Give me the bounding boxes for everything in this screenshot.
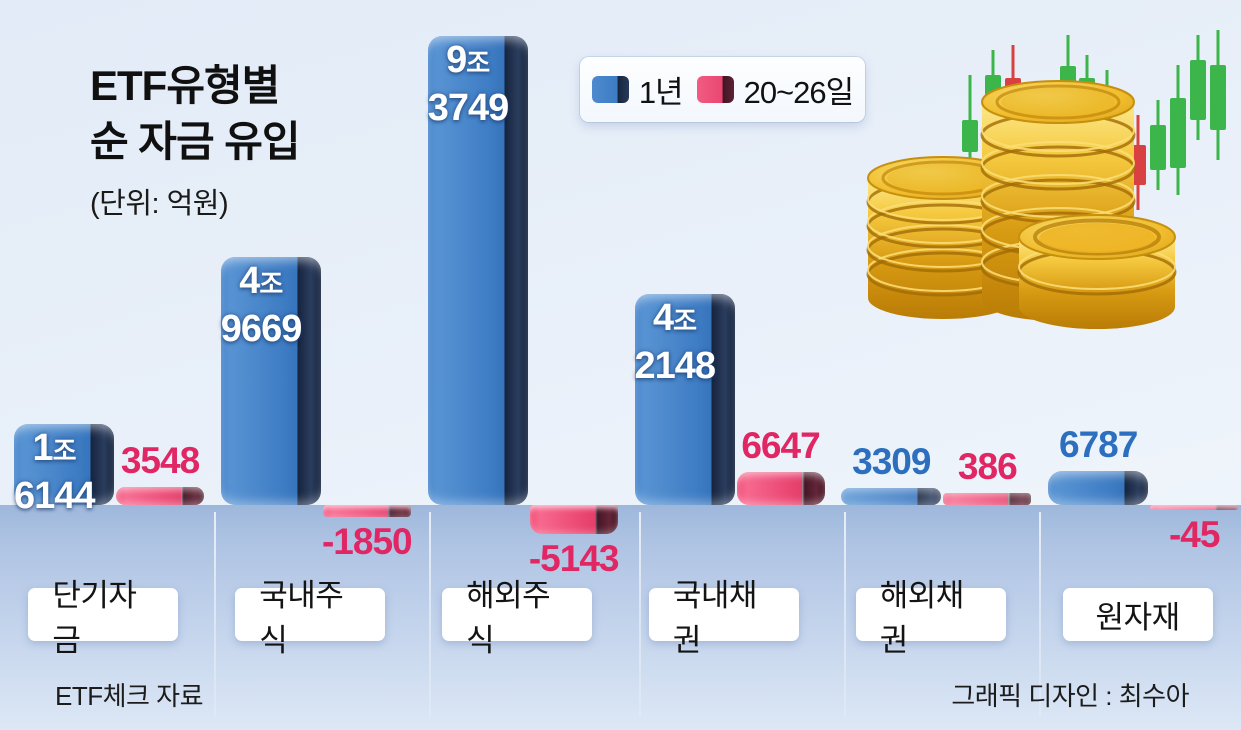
coins-candlestick-illustration [866, 30, 1226, 329]
bar-week [322, 505, 411, 518]
title-line-1: ETF유형별 [90, 62, 280, 109]
bar-group-overseas-equity: 9조 3749 -5143 해외주식 [414, 0, 636, 730]
bar-value-label: 6787 [1034, 426, 1162, 463]
bar-value-label: 1조 6144 [14, 427, 96, 518]
category-label: 단기자금 [28, 578, 179, 658]
chart-title: ETF유형별 순 자금 유입 (단위: 억원) [90, 58, 301, 222]
bar-group-commodities: 6787 -45 원자재 [1034, 0, 1241, 730]
category-label: 원자재 [1062, 588, 1213, 641]
column-divider [214, 512, 216, 717]
bar-value-label: 3548 [98, 442, 222, 479]
bar-value-label: -45 [1132, 516, 1241, 553]
legend-swatch-blue [591, 76, 629, 103]
bar-value-label: 6647 [719, 427, 843, 464]
credit-note: 그래픽 디자인 : 최수아 [951, 681, 1189, 711]
bar-group-domestic-bond: 4조 2148 6647 국내채권 [621, 0, 843, 730]
bar-value-label: 4조 9669 [220, 259, 303, 350]
bar-week [1150, 505, 1239, 510]
column-divider [639, 512, 641, 717]
unit-note: (단위: 억원) [90, 188, 229, 220]
legend-swatch-pink [696, 76, 734, 103]
bar-value-label: 386 [925, 448, 1049, 485]
legend-label: 20~26일 [743, 75, 855, 110]
bar-group-domestic-equity: 4조 9669 -1850 국내주식 [207, 0, 429, 730]
bar-1yr [1048, 471, 1149, 505]
bar-week [529, 505, 618, 534]
bar-group-overseas-bond: 3309 386 해외채권 [827, 0, 1049, 730]
gold-coin-stack-front [1017, 214, 1177, 329]
legend-label: 1년 [638, 75, 684, 110]
category-label: 국내주식 [235, 578, 386, 658]
category-label: 해외주식 [442, 578, 593, 658]
source-note: ETF체크 자료 [55, 681, 204, 711]
bar-week [943, 493, 1032, 505]
bar-value-label: 9조 3749 [427, 39, 510, 130]
column-divider [844, 512, 846, 717]
bar-week [736, 471, 825, 505]
bar-week [116, 487, 204, 505]
bar-1yr [841, 488, 942, 505]
bar-value-label: -5143 [512, 540, 636, 577]
category-label: 국내채권 [648, 578, 799, 658]
column-divider [1039, 512, 1041, 717]
title-line-2: 순 자금 유입 [90, 118, 301, 165]
bar-value-label: 4조 2148 [634, 297, 717, 388]
legend-item-1yr: 1년 [591, 67, 684, 112]
bar-1yr: 4조 9669 [220, 256, 321, 505]
category-label: 해외채권 [855, 578, 1006, 658]
gold-coin-stack-left [866, 156, 1020, 319]
legend: 1년 20~26일 [580, 57, 865, 122]
bar-value-label: -1850 [305, 523, 429, 560]
bar-group-short-term-funds: 1조 6144 3548 단기자금 [0, 0, 222, 730]
bar-1yr: 4조 2148 [634, 294, 735, 505]
column-divider [429, 512, 431, 717]
bar-1yr: 9조 3749 [427, 36, 528, 505]
legend-item-week: 20~26일 [696, 67, 855, 112]
